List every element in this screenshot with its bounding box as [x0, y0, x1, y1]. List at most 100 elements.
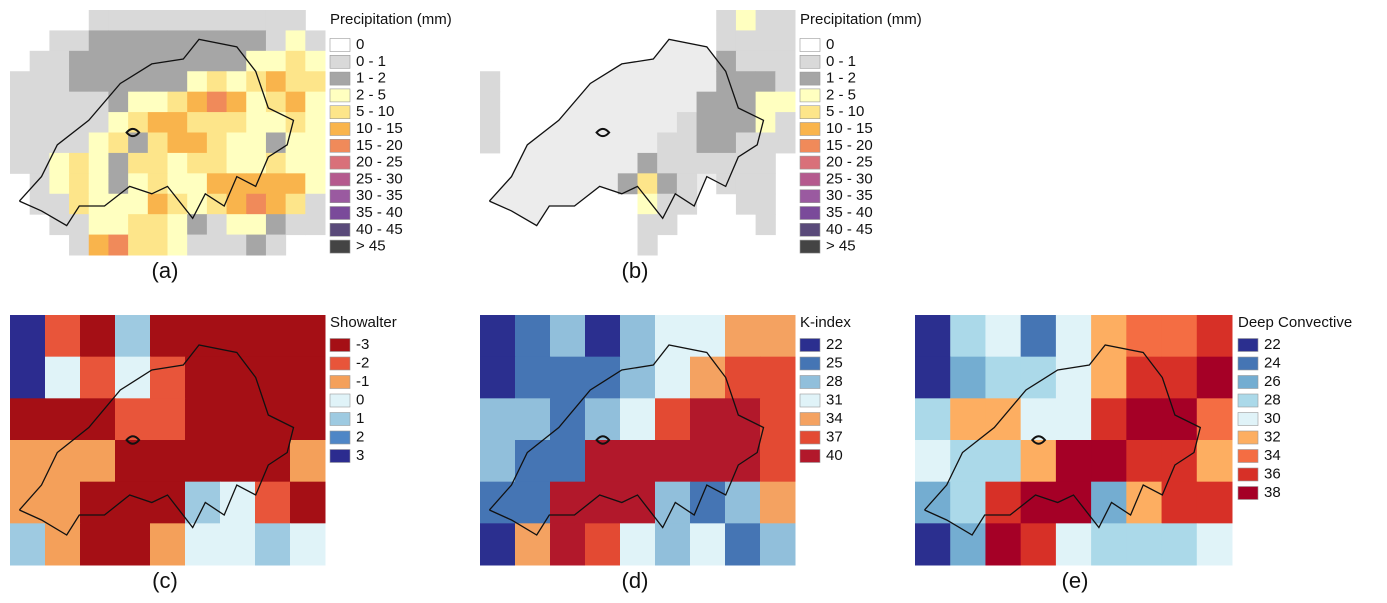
grid-cell [620, 398, 656, 440]
grid-cell [1162, 398, 1198, 440]
grid-cell [80, 523, 116, 565]
grid-cell [266, 92, 286, 113]
grid-cell [30, 194, 50, 215]
grid-cell [915, 523, 951, 565]
grid-cell [1021, 398, 1057, 440]
grid-cell [108, 51, 128, 72]
legend-swatch [330, 106, 350, 119]
legend-swatch [800, 207, 820, 220]
grid-cell [89, 235, 109, 256]
grid-cell [89, 214, 109, 235]
grid-cell [725, 440, 761, 482]
grid-cell [290, 440, 326, 482]
grid-cell [657, 133, 677, 154]
grid-cell [515, 315, 551, 357]
grid-cell [207, 112, 227, 133]
grid-cell [30, 133, 50, 154]
grid-cell [286, 10, 306, 31]
legend-label: -3 [356, 336, 369, 353]
legend-label: 0 - 1 [826, 53, 856, 70]
grid-cell [227, 10, 247, 31]
legend-label: 34 [1264, 447, 1281, 464]
grid-cell [108, 10, 128, 31]
grid-cell [290, 315, 326, 357]
grid-cell [725, 315, 761, 357]
legend-swatch [800, 190, 820, 203]
grid-cell [286, 214, 306, 235]
grid-cell [515, 523, 551, 565]
grid-cell [1021, 523, 1057, 565]
legend-label: 1 - 2 [826, 70, 856, 87]
grid-cell [227, 133, 247, 154]
grid-cell [716, 51, 736, 72]
grid-cell [207, 173, 227, 194]
grid-cell [775, 51, 795, 72]
grid-cell [80, 315, 116, 357]
grid-cell [775, 133, 795, 154]
legend-label: 25 [826, 354, 843, 371]
legend-label: 24 [1264, 354, 1281, 371]
grid-cell [89, 133, 109, 154]
grid-cell [286, 173, 306, 194]
grid-cell [168, 10, 188, 31]
legend-label: 22 [1264, 336, 1281, 353]
grid-cell [115, 398, 151, 440]
legend-label: 0 [356, 391, 364, 408]
grid-cell [915, 315, 951, 357]
grid-cell [736, 10, 756, 31]
grid-cell [168, 133, 188, 154]
grid-cell [255, 482, 291, 524]
grid-cell [89, 153, 109, 174]
panel-label: (e) [1062, 568, 1089, 593]
grid-cell [187, 133, 207, 154]
grid-cell [266, 133, 286, 154]
legend-swatch [800, 89, 820, 102]
grid-cell [207, 214, 227, 235]
legend-swatch [800, 376, 820, 389]
grid-cell [756, 51, 776, 72]
grid-cell [220, 523, 256, 565]
legend-title: Deep Convective [1238, 314, 1352, 331]
grid-cell [148, 214, 168, 235]
grid-cell [1091, 398, 1127, 440]
grid-cell [915, 440, 951, 482]
grid-cell [1056, 315, 1092, 357]
grid-cell [585, 315, 621, 357]
legend-label: -2 [356, 354, 369, 371]
legend-label: 10 - 15 [826, 120, 873, 137]
grid-cell [1126, 523, 1162, 565]
grid-cell [266, 10, 286, 31]
legend-swatch [1238, 450, 1258, 463]
legend-swatch [330, 139, 350, 152]
grid-cell [10, 357, 46, 399]
grid-cell [187, 235, 207, 256]
grid-cell [150, 440, 186, 482]
grid-cell [89, 173, 109, 194]
legend-label: 40 - 45 [826, 221, 873, 238]
legend-swatch [330, 173, 350, 186]
legend-label: 35 - 40 [826, 204, 873, 221]
grid-cell [550, 315, 586, 357]
panel-label: (c) [152, 568, 178, 593]
grid-cell [30, 51, 50, 72]
grid-cell [89, 71, 109, 92]
grid-cell [736, 133, 756, 154]
grid-cell [1197, 315, 1233, 357]
grid-cell [266, 214, 286, 235]
grid-cell [286, 30, 306, 51]
grid-cell [168, 153, 188, 174]
legend-swatch [1238, 394, 1258, 407]
grid-cell [1091, 315, 1127, 357]
grid-cell [89, 10, 109, 31]
grid-cell [49, 173, 69, 194]
legend-swatch [800, 413, 820, 426]
legend-swatch [1238, 487, 1258, 500]
legend-swatch [330, 72, 350, 85]
grid-cell [148, 133, 168, 154]
grid-cell [480, 315, 516, 357]
grid-cell [950, 440, 986, 482]
grid-cell [690, 357, 726, 399]
grid-cell [45, 315, 81, 357]
grid-cell [266, 173, 286, 194]
grid-cell [168, 214, 188, 235]
